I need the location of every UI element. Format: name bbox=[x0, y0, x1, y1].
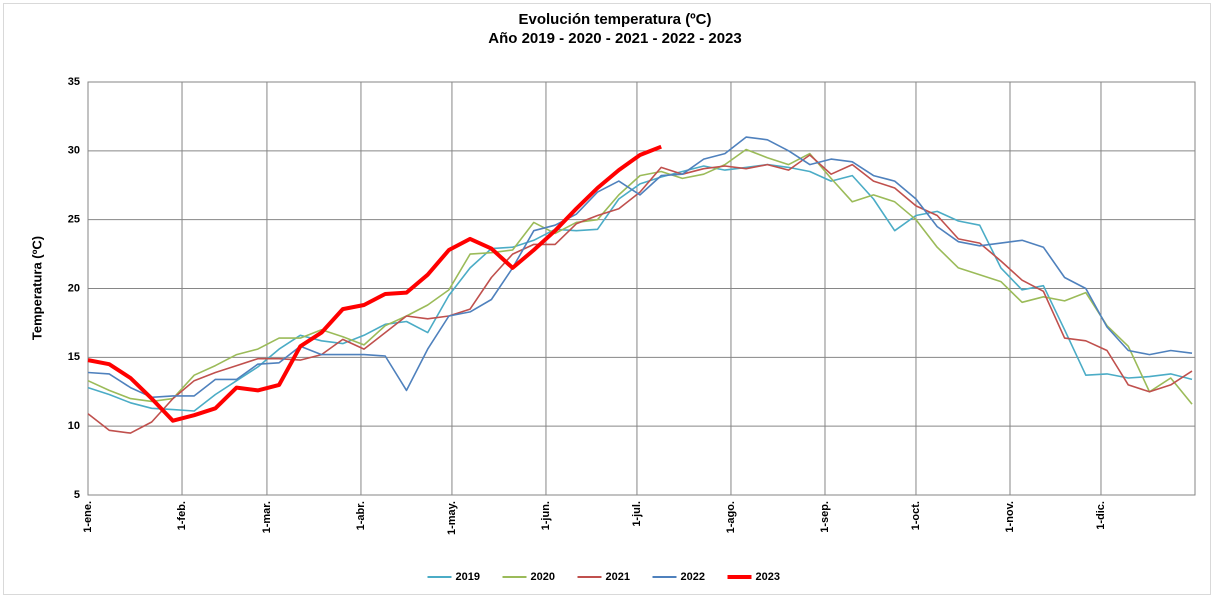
y-tick-label: 25 bbox=[68, 214, 80, 226]
legend-label: 2022 bbox=[681, 571, 705, 583]
series-line bbox=[87, 148, 1193, 405]
x-tick-label: 1-ago. bbox=[725, 501, 737, 533]
series-line bbox=[87, 144, 662, 423]
x-tick-label: 1-ene. bbox=[82, 501, 94, 533]
chart-title: Evolución temperatura (ºC) bbox=[518, 11, 711, 28]
y-axis-title: Temperatura (ºC) bbox=[29, 236, 44, 340]
chart-subtitle: Año 2019 - 2020 - 2021 - 2022 - 2023 bbox=[488, 30, 742, 47]
x-tick-label: 1-feb. bbox=[176, 501, 188, 530]
x-tick-label: 1-mar. bbox=[261, 501, 273, 533]
x-tick-label: 1-sep. bbox=[819, 501, 831, 533]
x-tick-label: 1-oct. bbox=[910, 501, 922, 530]
legend-label: 2019 bbox=[456, 571, 480, 583]
x-tick-label: 1-nov. bbox=[1004, 501, 1016, 533]
y-tick-label: 15 bbox=[68, 351, 80, 363]
x-tick-label: 1-abr. bbox=[355, 501, 367, 530]
y-tick-label: 30 bbox=[68, 145, 80, 157]
chart-frame bbox=[3, 3, 1211, 595]
x-tick-label: 1-jul. bbox=[631, 501, 643, 527]
y-tick-label: 20 bbox=[68, 282, 80, 294]
series-line bbox=[87, 154, 1193, 434]
x-tick-label: 1-jun. bbox=[540, 501, 552, 530]
series-line bbox=[87, 136, 1193, 399]
legend-label: 2020 bbox=[531, 571, 555, 583]
legend-label: 2023 bbox=[756, 571, 780, 583]
x-tick-label: 1-may. bbox=[446, 501, 458, 535]
y-tick-label: 10 bbox=[68, 420, 80, 432]
series-line bbox=[87, 163, 1193, 412]
legend-label: 2021 bbox=[606, 571, 630, 583]
plot-border bbox=[87, 81, 1196, 496]
x-tick-label: 1-dic. bbox=[1095, 501, 1107, 530]
y-tick-label: 35 bbox=[68, 76, 80, 88]
y-tick-label: 5 bbox=[74, 489, 80, 501]
